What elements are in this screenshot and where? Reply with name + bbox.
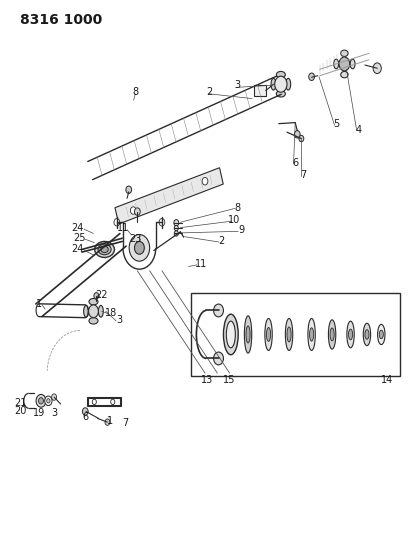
Text: 2: 2 — [205, 87, 212, 96]
Text: 7: 7 — [299, 170, 306, 180]
Ellipse shape — [364, 329, 368, 340]
Circle shape — [92, 399, 96, 405]
Text: 8: 8 — [234, 203, 240, 213]
Circle shape — [134, 241, 144, 254]
Text: 19: 19 — [33, 408, 45, 417]
Ellipse shape — [223, 314, 238, 355]
Ellipse shape — [266, 327, 270, 342]
Circle shape — [45, 396, 52, 406]
Ellipse shape — [378, 330, 382, 339]
Text: 5: 5 — [332, 119, 339, 128]
Ellipse shape — [328, 320, 335, 349]
Text: 6: 6 — [82, 413, 88, 422]
Ellipse shape — [377, 324, 384, 345]
Text: 1: 1 — [107, 416, 112, 426]
Text: 18: 18 — [104, 308, 117, 318]
Text: 22: 22 — [95, 290, 108, 300]
Circle shape — [173, 220, 178, 226]
Ellipse shape — [94, 241, 114, 257]
Ellipse shape — [286, 327, 290, 342]
Circle shape — [159, 219, 164, 226]
Circle shape — [174, 225, 178, 231]
Text: 10: 10 — [228, 215, 240, 225]
Ellipse shape — [340, 71, 347, 78]
Circle shape — [82, 408, 88, 415]
Ellipse shape — [307, 318, 315, 351]
Circle shape — [129, 235, 149, 261]
Ellipse shape — [98, 244, 111, 255]
Text: 7: 7 — [121, 418, 128, 427]
Ellipse shape — [340, 50, 347, 56]
Ellipse shape — [349, 59, 354, 69]
Text: 9: 9 — [238, 225, 243, 235]
Ellipse shape — [101, 246, 108, 253]
Text: 3: 3 — [116, 315, 121, 325]
Ellipse shape — [270, 78, 275, 90]
Circle shape — [294, 131, 299, 138]
Ellipse shape — [285, 78, 290, 90]
Ellipse shape — [264, 318, 272, 351]
Text: 11: 11 — [117, 223, 129, 233]
Circle shape — [274, 76, 286, 92]
Polygon shape — [115, 168, 223, 224]
Circle shape — [372, 63, 380, 74]
Text: 23: 23 — [129, 234, 141, 244]
Ellipse shape — [244, 316, 251, 353]
Circle shape — [202, 177, 207, 185]
Circle shape — [36, 394, 46, 407]
Text: 21: 21 — [14, 398, 27, 408]
Text: 13: 13 — [200, 375, 213, 385]
Circle shape — [52, 394, 56, 400]
Circle shape — [298, 135, 303, 142]
Circle shape — [213, 304, 223, 317]
Text: 14: 14 — [380, 375, 393, 385]
Bar — [254, 85, 265, 96]
Circle shape — [114, 219, 119, 226]
Ellipse shape — [329, 328, 333, 341]
Ellipse shape — [346, 321, 353, 348]
Ellipse shape — [348, 329, 352, 340]
Ellipse shape — [98, 305, 103, 317]
Text: 20: 20 — [14, 407, 27, 416]
Circle shape — [213, 352, 223, 365]
Text: 11: 11 — [194, 259, 207, 269]
Ellipse shape — [362, 323, 370, 346]
Text: 8: 8 — [132, 87, 138, 96]
Circle shape — [338, 57, 349, 71]
Text: 2: 2 — [218, 236, 224, 246]
Circle shape — [88, 305, 98, 318]
Circle shape — [105, 419, 110, 425]
Text: 24: 24 — [72, 223, 84, 233]
Circle shape — [47, 399, 50, 403]
Circle shape — [308, 73, 314, 80]
Circle shape — [134, 208, 140, 215]
Text: 4: 4 — [355, 125, 361, 134]
Circle shape — [110, 399, 115, 405]
Bar — [190, 293, 399, 376]
Circle shape — [126, 186, 131, 193]
Text: 1: 1 — [36, 299, 42, 309]
Text: 25: 25 — [73, 233, 85, 243]
Ellipse shape — [333, 59, 338, 69]
Text: 15: 15 — [222, 375, 234, 385]
Text: 3: 3 — [234, 80, 240, 90]
Circle shape — [38, 398, 43, 404]
Text: 6: 6 — [292, 158, 297, 167]
Text: 24: 24 — [72, 245, 84, 254]
Ellipse shape — [89, 318, 98, 324]
Ellipse shape — [285, 318, 292, 351]
Ellipse shape — [276, 91, 285, 97]
Ellipse shape — [276, 71, 285, 78]
Ellipse shape — [83, 305, 88, 317]
Circle shape — [130, 207, 136, 214]
Circle shape — [94, 293, 99, 299]
Text: 8316 1000: 8316 1000 — [20, 13, 103, 27]
Ellipse shape — [226, 321, 235, 348]
Text: 3: 3 — [52, 408, 57, 417]
Ellipse shape — [245, 326, 249, 343]
Ellipse shape — [309, 328, 313, 341]
Ellipse shape — [89, 298, 98, 305]
Circle shape — [174, 231, 178, 236]
